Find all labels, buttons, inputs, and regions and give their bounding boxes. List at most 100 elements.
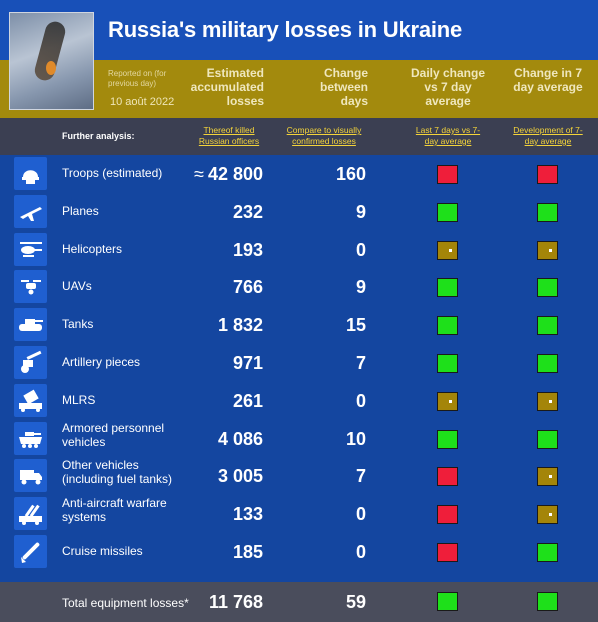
row-icon-box [14,270,47,304]
page-title: Russia's military losses in Ukraine [108,17,463,42]
row-value: 3 005 [218,466,263,487]
avg-indicator [537,240,558,260]
row-value: 1 832 [218,315,263,336]
avg-indicator [537,202,558,222]
row-icon-box [14,535,47,568]
missile-icon [21,542,40,563]
row-value: 971 [233,353,263,374]
row-label: Anti-aircraft warfare systems [62,496,167,525]
row-change: 15 [345,315,366,336]
row-value-number: 185 [232,542,263,562]
row-change: 9 [355,201,366,222]
truck-icon [20,470,42,485]
daily-indicator [437,316,458,336]
row-label: Armored personnel vehicles [62,420,165,449]
row-value: 766 [233,277,263,298]
row-change: 0 [355,239,366,260]
avg-indicator [537,467,558,487]
row-label: Cruise missiles [62,544,143,558]
tank-icon [19,319,43,332]
daily-indicator [437,543,458,562]
header-daily: Daily change vs 7 day average [410,66,486,108]
helicopter-icon [20,241,42,257]
avg-indicator [537,543,558,562]
total-change: 59 [345,592,366,612]
row-value: ≈42 800 [194,164,263,185]
row-value-number: 133 [232,504,263,525]
row-value-number: 766 [232,277,263,298]
row-change: 0 [355,504,366,525]
total-value: 11 768 [208,592,263,612]
row-icon-box [14,157,47,190]
total-band [0,582,598,622]
row-change: 0 [355,390,366,411]
row-icon-box [14,346,47,379]
row-value: 232 [233,202,263,223]
helmet-icon [22,170,39,184]
row-value: 193 [233,240,263,261]
row-change: 7 [355,466,366,487]
analysis-band [0,118,598,155]
daily-indicator [437,429,458,449]
row-label: Artillery pieces [62,355,141,369]
avg-indicator [537,429,558,449]
row-value-number: 1 832 [217,315,263,336]
development-link[interactable]: Development of 7-day average [513,125,583,146]
header-estimated: Estimated accumulated losses [190,66,264,108]
header-change: Change between days [319,66,368,108]
row-icon-box [14,421,47,455]
row-value-number: 232 [232,201,263,222]
drone-icon [21,280,41,295]
row-icon-box [14,308,47,342]
row-icon-box [14,383,47,417]
approx-sign: ≈ [194,164,204,184]
row-change: 160 [335,164,366,184]
row-label: Helicopters [62,241,123,256]
row-label: UAVs [62,279,92,294]
apc-icon [19,431,42,448]
header-change7: Change in 7 day average [513,66,583,94]
row-icon-box [14,459,47,493]
total-avg-indicator [537,592,558,611]
row-value-number: 193 [232,239,263,260]
row-value-number: 42 800 [207,164,263,184]
officers-link[interactable]: Thereof killed Russian officers [198,125,260,146]
row-change: 9 [355,277,366,298]
daily-indicator [437,240,458,260]
row-change: 7 [355,353,366,373]
row-value: 261 [233,391,263,412]
artillery-icon [21,350,42,373]
avg-indicator [537,354,558,373]
daily-indicator [437,202,458,222]
daily-indicator [437,467,458,487]
row-value-number: 261 [232,390,263,411]
total-daily-indicator [437,592,458,611]
row-value: 133 [233,504,263,525]
avg-indicator [537,316,558,336]
row-value-number: 971 [232,353,263,373]
row-change: 10 [345,428,366,449]
avg-indicator [537,505,558,525]
row-change: 0 [355,542,366,562]
daily-indicator [437,278,458,298]
row-value: 4 086 [218,429,263,450]
mlrs-icon [19,389,42,412]
report-date: 10 août 2022 [110,96,175,108]
compare-link[interactable]: Compare to visually confirmed losses [286,125,362,146]
fire-glow [46,61,56,75]
row-value: 185 [233,542,263,563]
row-label: Planes [62,203,99,218]
daily-indicator [437,354,458,373]
row-label: Other vehicles (including fuel tanks) [62,458,173,487]
anti-aircraft-icon [19,504,42,526]
row-icon-box [14,194,47,228]
row-icon-box [14,232,47,266]
row-label: MLRS [62,392,96,407]
reported-on-label: Reported on (for previous day) [108,69,167,88]
row-label: Tanks [62,317,94,332]
further-analysis-label: Further analysis: [62,131,135,141]
last7-link[interactable]: Last 7 days vs 7-day average [415,125,481,146]
row-value-number: 3 005 [217,466,263,487]
avg-indicator [537,165,558,184]
